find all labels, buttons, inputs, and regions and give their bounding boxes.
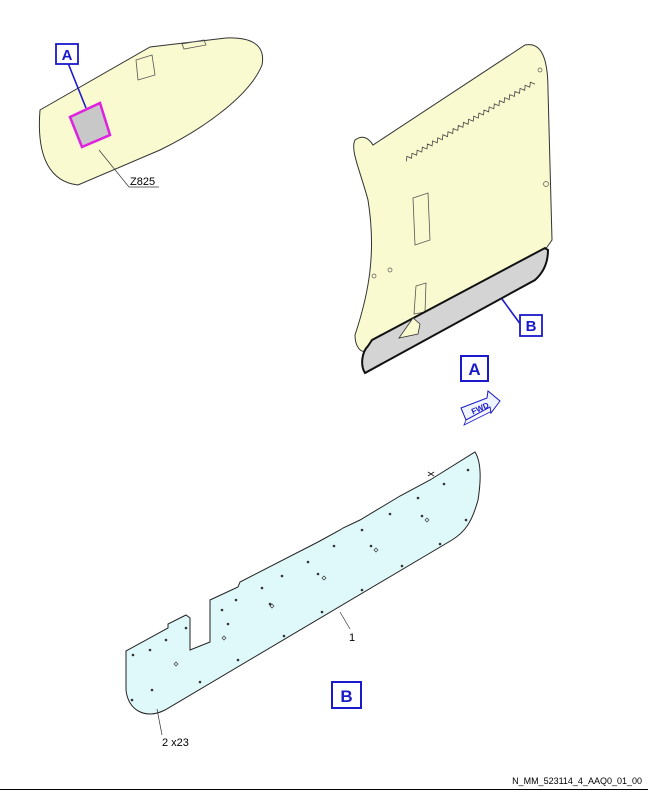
fastener-hole <box>387 267 393 273</box>
fuselage-area-highlight <box>68 101 112 149</box>
callout-a-top-leader <box>67 62 87 109</box>
panel-tab-cross <box>427 471 435 477</box>
sidewall-serrated-edge <box>405 81 536 162</box>
callout-b-view[interactable]: B <box>331 681 362 709</box>
lining-panel-detail: 1 2 x23 <box>125 451 481 749</box>
svg-text:B: B <box>340 687 352 706</box>
fwd-arrow-icon: FWD <box>460 390 501 426</box>
fastener-hole <box>371 273 377 279</box>
fuselage-body <box>38 37 264 186</box>
callout-b-panel-leader <box>501 298 522 326</box>
sidewall-panel-body <box>353 44 553 352</box>
svg-text:B: B <box>526 318 537 335</box>
svg-text:A: A <box>62 47 73 64</box>
callout-a-top[interactable]: A <box>55 43 79 65</box>
lower-lining-cutout <box>398 317 421 339</box>
zone-leader <box>98 149 130 188</box>
fuselage-locator: Z825 <box>38 37 264 188</box>
diamond-markers <box>173 517 430 667</box>
zone-label: Z825 <box>130 176 155 188</box>
lining-panel-item-1 <box>125 451 481 715</box>
fuselage-window <box>181 39 207 50</box>
lower-lining-panel <box>361 246 550 375</box>
sidewall-door-assembly <box>353 44 553 375</box>
item-2-leader <box>156 708 163 736</box>
item-1-label: 1 <box>349 632 355 644</box>
fastener-holes <box>130 468 470 702</box>
callout-b-panel[interactable]: B <box>519 314 543 337</box>
fastener-hole <box>537 67 543 73</box>
callout-a-view[interactable]: A <box>460 355 489 382</box>
fastener-hole <box>543 181 549 187</box>
item-1-leader <box>339 611 351 630</box>
sidewall-window-frame <box>412 192 431 246</box>
item-2-label: 2 x23 <box>162 737 189 749</box>
fuselage-door-frame <box>135 54 156 81</box>
figure-id: N_MM_523114_4_AAQ0_01_00 <box>512 776 642 786</box>
bottom-rule <box>0 789 648 790</box>
svg-text:A: A <box>468 360 480 379</box>
